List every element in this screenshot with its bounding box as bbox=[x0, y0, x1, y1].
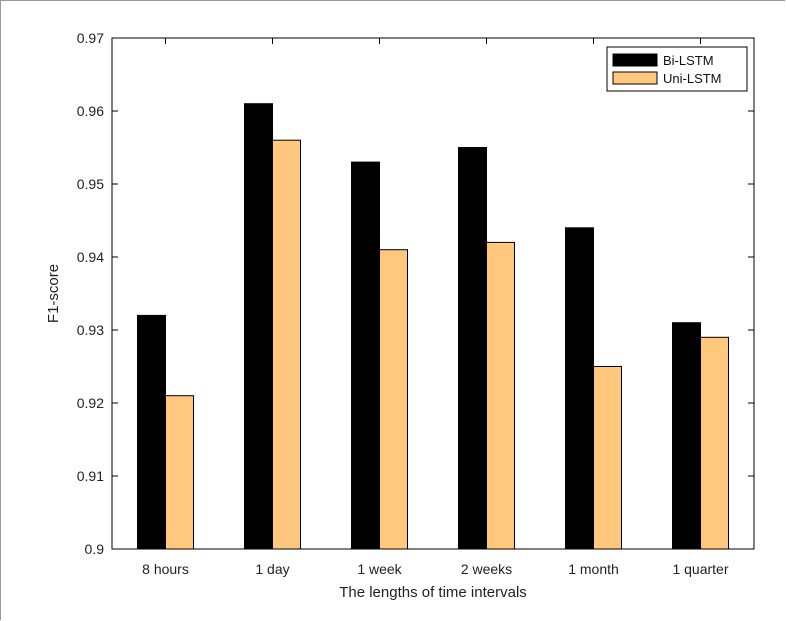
bar-uni-lstm-8-hours bbox=[165, 395, 194, 550]
bar-bi-lstm-2-weeks bbox=[458, 147, 487, 550]
legend-label-uni-lstm: Uni-LSTM bbox=[663, 71, 722, 86]
x-tick-label: 1 week bbox=[357, 561, 402, 577]
y-tick-label: 0.91 bbox=[77, 468, 104, 484]
x-axis-ticks: 8 hours 1 day 1 week 2 weeks 1 month 1 quarte… bbox=[142, 38, 729, 577]
legend: Bi-LSTM Uni-LSTM bbox=[606, 46, 748, 92]
x-tick-label: 8 hours bbox=[142, 561, 189, 577]
y-tick-label: 0.97 bbox=[77, 30, 104, 46]
bar-uni-lstm-1-week bbox=[379, 249, 408, 550]
plot-area bbox=[111, 37, 755, 550]
y-tick-label: 0.9 bbox=[85, 541, 105, 557]
y-axis-ticks: 0.9 0.91 0.92 0.93 0.94 0.95 0.96 0.97 bbox=[77, 30, 754, 557]
bars bbox=[137, 103, 729, 550]
legend-swatch-uni-lstm bbox=[612, 71, 658, 85]
x-tick-label: 1 day bbox=[255, 561, 289, 577]
y-tick-label: 0.93 bbox=[77, 322, 104, 338]
y-axis-label: F1-score bbox=[45, 264, 62, 323]
bar-bi-lstm-1-week bbox=[351, 161, 380, 550]
bar-bi-lstm-1-quarter bbox=[672, 322, 701, 550]
bar-uni-lstm-1-month bbox=[593, 366, 622, 550]
x-tick-label: 2 weeks bbox=[461, 561, 512, 577]
bar-bi-lstm-1-day bbox=[244, 103, 273, 550]
x-tick-label: 1 month bbox=[568, 561, 619, 577]
x-tick-label: 1 quarter bbox=[672, 561, 728, 577]
legend-swatch-bi-lstm bbox=[612, 53, 658, 67]
x-axis-label: The lengths of time intervals bbox=[339, 584, 527, 601]
bar-bi-lstm-1-month bbox=[565, 227, 594, 550]
y-tick-label: 0.92 bbox=[77, 395, 104, 411]
bar-uni-lstm-1-day bbox=[272, 139, 301, 550]
bar-bi-lstm-8-hours bbox=[137, 314, 166, 550]
y-tick-label: 0.94 bbox=[77, 249, 104, 265]
y-tick-label: 0.96 bbox=[77, 103, 104, 119]
y-tick-label: 0.95 bbox=[77, 176, 104, 192]
bar-uni-lstm-2-weeks bbox=[486, 241, 515, 550]
bar-uni-lstm-1-quarter bbox=[700, 336, 729, 550]
legend-label-bi-lstm: Bi-LSTM bbox=[663, 53, 714, 68]
